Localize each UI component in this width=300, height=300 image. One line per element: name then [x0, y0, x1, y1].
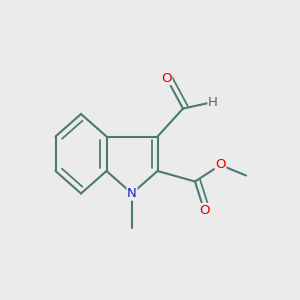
Text: O: O [161, 71, 172, 85]
Text: O: O [199, 203, 209, 217]
Text: H: H [208, 95, 218, 109]
Text: N: N [127, 187, 137, 200]
Text: O: O [215, 158, 226, 172]
